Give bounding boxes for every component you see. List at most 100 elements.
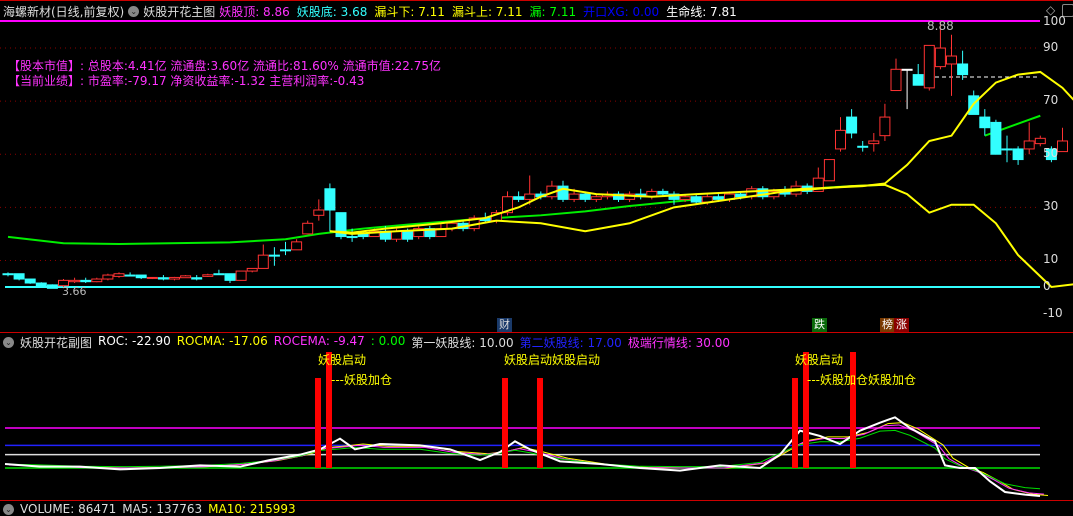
candle-body — [424, 228, 436, 238]
sub-chart-separator — [0, 332, 1073, 333]
indicator-menu-icon[interactable]: ⌄ — [128, 5, 140, 17]
candle-body — [80, 279, 92, 283]
candle-body — [335, 212, 347, 238]
candle-body — [879, 116, 891, 137]
candle-body — [579, 193, 591, 200]
y-axis-tick: 0 — [1043, 279, 1051, 293]
indicator-value: 漏斗下: 7.11 — [374, 4, 445, 19]
candle-body — [157, 277, 169, 280]
marker-rise[interactable]: 涨 — [894, 318, 909, 332]
y-axis-tick: 30 — [1043, 199, 1059, 214]
signal-bar — [326, 352, 332, 468]
candle-body — [990, 121, 1002, 155]
candle-body — [679, 196, 691, 200]
candle-body — [35, 282, 47, 287]
candle-body — [812, 177, 824, 192]
candle-body — [1057, 140, 1068, 153]
candle-body — [113, 273, 125, 277]
candle-body — [302, 222, 314, 235]
candle-body — [1023, 140, 1035, 150]
candle-body — [868, 140, 880, 145]
indicator-value: 漏: 7.11 — [529, 4, 577, 19]
rocema-line — [8, 424, 1045, 495]
candle-body — [346, 236, 358, 239]
roc-line — [4, 416, 1041, 497]
candle-body — [368, 230, 380, 238]
candle-body — [857, 145, 869, 148]
signal-bar — [803, 352, 809, 468]
candle-body — [846, 116, 858, 134]
signal-bar — [502, 378, 508, 468]
panel-toggle-icon[interactable] — [1062, 4, 1073, 17]
sub-legend-item: : 0.00 — [370, 334, 406, 348]
candle-body — [979, 116, 991, 129]
y-axis-tick: 70 — [1043, 93, 1059, 108]
volume-legend-item: MA5: 137763 — [122, 502, 203, 516]
candle-body — [102, 274, 114, 280]
marker-ranking[interactable]: 榜 — [880, 318, 895, 332]
volume-menu-icon[interactable]: ⌄ — [3, 503, 14, 515]
candle-body — [146, 276, 158, 279]
y-axis-tick: 100 — [1043, 13, 1066, 28]
sub-legend-item: 极端行情线: 30.00 — [627, 336, 731, 350]
funnel-upper-line — [329, 70, 1073, 234]
marker-fall[interactable]: 跌 — [812, 318, 827, 332]
candle-body — [224, 273, 236, 281]
candle-body — [213, 273, 225, 276]
candle-body — [524, 193, 536, 200]
high-price-label: 8.88 — [927, 19, 954, 33]
signal-bar — [315, 378, 321, 468]
signal-bar — [537, 378, 543, 468]
candle-body — [291, 241, 303, 251]
candle-body — [191, 277, 203, 280]
indicator-name[interactable]: 妖股开花主图 — [143, 4, 216, 19]
indicator-value: 漏斗上: 7.11 — [451, 4, 523, 19]
candle-body — [413, 228, 425, 238]
candle-body — [246, 267, 258, 272]
candle-body — [657, 190, 669, 195]
volume-legend-item: VOLUME: 86471 — [20, 502, 117, 516]
candle-body — [402, 230, 414, 240]
candle-body — [823, 159, 835, 182]
candle-body — [757, 188, 769, 198]
volume-legend-item: MA10: 215993 — [208, 502, 296, 516]
candle-body — [590, 196, 602, 200]
y-axis-tick: 50 — [1043, 146, 1059, 161]
candle-body — [668, 193, 680, 200]
sub-chart-header: ⌄ 妖股开花副图 ROC: -22.90 ROCMA: -17.06 ROCEMA: … — [3, 334, 730, 351]
stock-title: 海螺新材(日线,前复权) — [3, 4, 125, 19]
candle-body — [235, 270, 247, 281]
window-top-border — [0, 0, 1073, 1]
indicator-value: 妖股底: 3.68 — [296, 4, 368, 19]
candle-body — [957, 63, 969, 76]
candle-body — [690, 196, 702, 203]
sub-legend-item: 第一妖股线: 10.00 — [411, 336, 514, 350]
candle-body — [280, 249, 291, 252]
candle-body — [890, 68, 902, 92]
sub-indicator-menu-icon[interactable]: ⌄ — [3, 337, 14, 348]
candle-body — [934, 47, 946, 68]
sub-indicator-name: 妖股开花副图 — [20, 336, 93, 350]
candle-body — [46, 284, 58, 289]
candle-body — [257, 254, 269, 269]
signal-label: ---妖股加仓妖股加仓 — [807, 373, 916, 387]
marker-finance[interactable]: 财 — [497, 318, 512, 332]
volume-header: ⌄ VOLUME: 86471 MA5: 137763 MA10: 215993 — [3, 502, 296, 516]
candle-body — [2, 273, 14, 276]
diamond-icon[interactable]: ◇ — [1046, 3, 1056, 17]
y-axis-tick: -10 — [1043, 305, 1063, 320]
candle-body — [124, 274, 136, 277]
candle-body — [557, 185, 569, 200]
sub-legend-item: ROCMA: -17.06 — [176, 334, 268, 348]
candle-body — [69, 279, 81, 283]
indicator-value: 生命线: 7.81 — [666, 4, 737, 19]
volume-separator — [0, 500, 1073, 501]
candle-body — [268, 254, 280, 257]
candle-body — [58, 279, 69, 287]
funnel-lower-line — [329, 183, 1073, 289]
candle-body — [202, 274, 214, 277]
low-price-label: 3.66 — [62, 285, 87, 298]
signal-label: 妖股启动妖股启动 — [504, 353, 601, 367]
candle-body — [912, 74, 924, 86]
